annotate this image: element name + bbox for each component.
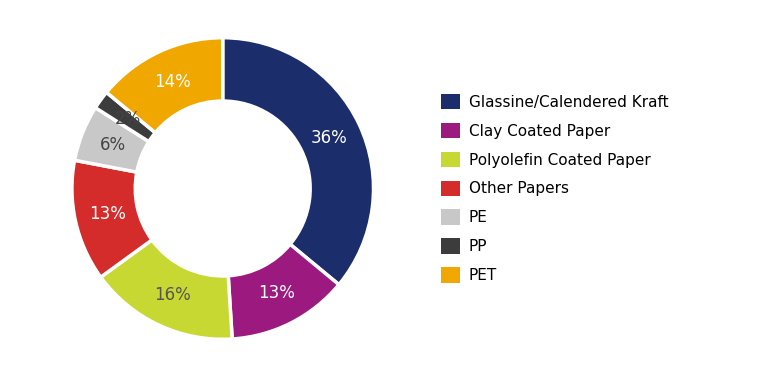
Text: 13%: 13% [90,205,127,223]
Wedge shape [228,244,339,339]
Text: 13%: 13% [258,284,295,302]
Wedge shape [95,92,155,142]
Text: 6%: 6% [101,136,127,154]
Text: 14%: 14% [154,73,191,91]
Legend: Glassine/Calendered Kraft, Clay Coated Paper, Polyolefin Coated Paper, Other Pap: Glassine/Calendered Kraft, Clay Coated P… [442,93,668,284]
Text: 2%: 2% [114,110,141,128]
Wedge shape [101,240,232,339]
Wedge shape [74,108,149,172]
Wedge shape [223,38,373,285]
Text: 16%: 16% [154,286,191,304]
Wedge shape [107,38,223,133]
Text: 36%: 36% [311,129,348,147]
Wedge shape [72,160,152,277]
